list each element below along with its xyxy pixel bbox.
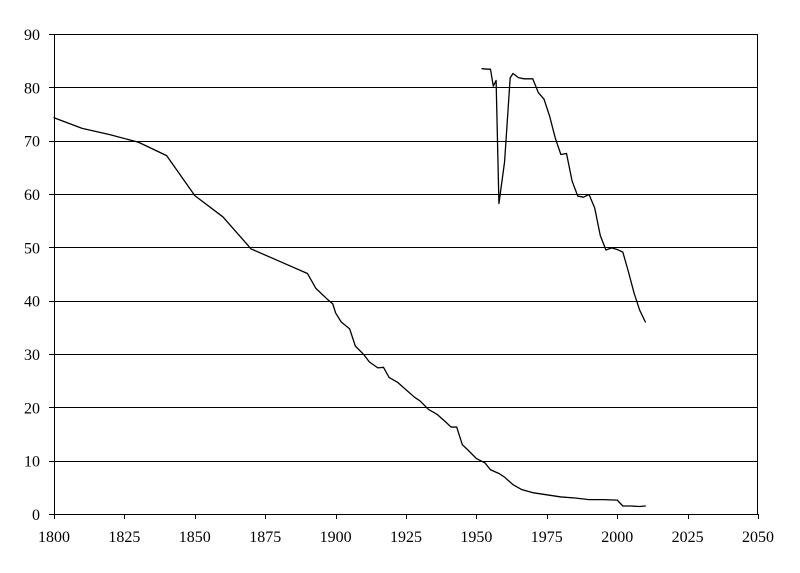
y-tick-label: 30	[24, 347, 40, 364]
x-tick-label: 1925	[390, 529, 422, 546]
y-tick-label: 10	[24, 454, 40, 471]
y-tick-label: 80	[24, 80, 40, 97]
x-tick-label: 1900	[320, 529, 352, 546]
series-lines	[53, 68, 647, 508]
y-tick-label: 40	[24, 294, 40, 311]
x-tick-label: 1875	[249, 529, 281, 546]
x-tick-label: 2050	[742, 529, 774, 546]
y-tick-label: 20	[24, 400, 40, 417]
x-tick-label: 1850	[179, 529, 211, 546]
series-line-1	[53, 117, 647, 508]
x-tick-label: 2025	[672, 529, 704, 546]
y-tick-label: 60	[24, 187, 40, 204]
y-tick-label: 90	[24, 27, 40, 44]
x-tick-label: 1800	[38, 529, 70, 546]
gridlines	[54, 34, 758, 462]
x-tick-label: 1975	[531, 529, 563, 546]
x-tick-label: 2000	[601, 529, 633, 546]
x-tick-label: 1825	[108, 529, 140, 546]
y-tick-label: 70	[24, 134, 40, 151]
y-tick-label: 0	[32, 507, 40, 524]
series-line-2	[481, 68, 647, 323]
tick-labels: 1800 1825 1850 1875 1900 1925 1950 1975 2000 2025…	[24, 27, 774, 546]
x-tick-label: 1950	[460, 529, 492, 546]
y-tick-label: 50	[24, 240, 40, 257]
axes	[49, 34, 759, 519]
